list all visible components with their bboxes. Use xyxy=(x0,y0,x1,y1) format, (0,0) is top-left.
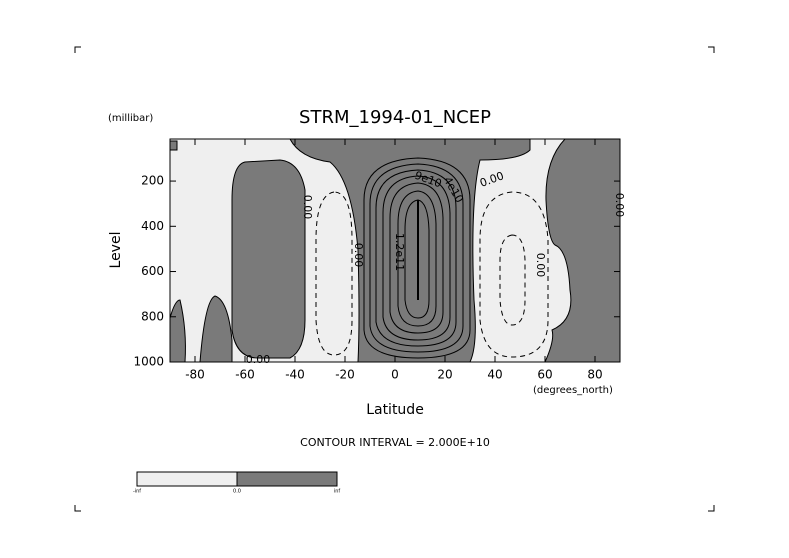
corner-marks xyxy=(74,46,715,512)
contour-label: 0.00 xyxy=(613,193,626,218)
negative-contours xyxy=(315,191,549,358)
positive-contours xyxy=(363,157,471,359)
y-tick-label: 800 xyxy=(141,309,164,323)
contour-label: 0.00 xyxy=(352,243,365,268)
chart-title: STRM_1994-01_NCEP xyxy=(299,107,491,128)
contour-label: 1.2e11 xyxy=(393,233,406,271)
colorbar-low xyxy=(136,471,238,487)
contour-label: 0.00 xyxy=(534,253,547,278)
plot-area xyxy=(169,138,621,363)
colorbar-label: -inf xyxy=(133,489,141,495)
x-tick-label: -80 xyxy=(185,368,205,382)
x-tick-label: 40 xyxy=(487,368,502,382)
colorbar-label: 0.0 xyxy=(233,489,241,495)
x-tick-label: 0 xyxy=(391,368,399,382)
x-tick-label: -40 xyxy=(285,368,305,382)
contour-label: 0.00 xyxy=(301,195,314,220)
x-tick-label: -60 xyxy=(235,368,255,382)
footnote: CONTOUR INTERVAL = 2.000E+10 xyxy=(300,436,490,449)
x-tick-label: 60 xyxy=(537,368,552,382)
contour-label: 0.00 xyxy=(246,353,271,366)
x-tick-label: 80 xyxy=(587,368,602,382)
y-units: (millibar) xyxy=(108,113,153,124)
y-axis-label: Level xyxy=(108,232,124,269)
x-tick-label: -20 xyxy=(335,368,355,382)
x-axis-label: Latitude xyxy=(366,402,424,418)
x-units: (degrees_north) xyxy=(533,385,613,396)
y-tick-label: 600 xyxy=(141,264,164,278)
y-tick-label: 1000 xyxy=(133,355,164,369)
y-tick-label: 400 xyxy=(141,219,164,233)
colorbar-high xyxy=(236,471,338,487)
y-tick-label: 200 xyxy=(141,174,164,188)
x-tick-label: 20 xyxy=(437,368,452,382)
colorbar-label: inf xyxy=(334,489,341,495)
